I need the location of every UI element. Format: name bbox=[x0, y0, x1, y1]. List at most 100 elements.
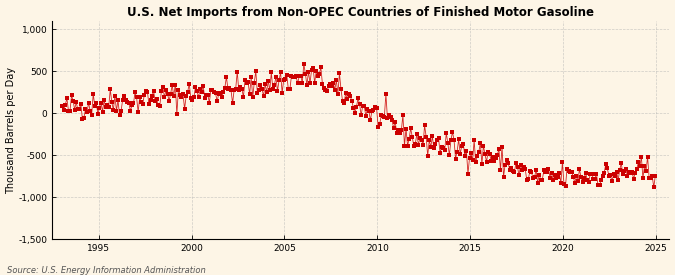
Point bbox=[230, 87, 241, 91]
Point bbox=[547, 178, 558, 182]
Point bbox=[236, 87, 247, 91]
Point bbox=[331, 78, 342, 82]
Point bbox=[76, 102, 86, 106]
Point bbox=[393, 128, 404, 133]
Point bbox=[148, 89, 159, 93]
Point bbox=[416, 138, 427, 142]
Point bbox=[602, 166, 613, 171]
Point bbox=[468, 138, 479, 142]
Point bbox=[217, 94, 227, 99]
Point bbox=[558, 182, 569, 186]
Point bbox=[173, 87, 184, 92]
Point bbox=[162, 92, 173, 96]
Point bbox=[329, 87, 340, 92]
Point bbox=[119, 94, 130, 98]
Point bbox=[543, 166, 554, 171]
Point bbox=[303, 70, 314, 74]
Point bbox=[597, 174, 608, 178]
Point bbox=[498, 174, 509, 179]
Point bbox=[111, 108, 122, 113]
Point bbox=[161, 87, 171, 92]
Point bbox=[344, 91, 354, 96]
Point bbox=[446, 138, 456, 142]
Point bbox=[418, 143, 429, 147]
Point bbox=[649, 185, 659, 189]
Point bbox=[68, 99, 78, 103]
Point bbox=[310, 69, 321, 73]
Point bbox=[128, 101, 139, 106]
Point bbox=[551, 176, 562, 181]
Point bbox=[283, 87, 294, 91]
Point bbox=[430, 142, 441, 146]
Point bbox=[447, 130, 458, 134]
Point bbox=[322, 89, 333, 93]
Point bbox=[317, 81, 328, 86]
Point bbox=[122, 99, 133, 104]
Point bbox=[596, 178, 607, 182]
Point bbox=[159, 95, 170, 100]
Point bbox=[201, 93, 212, 97]
Point bbox=[381, 92, 392, 96]
Point bbox=[487, 155, 498, 159]
Point bbox=[588, 177, 599, 181]
Point bbox=[475, 141, 486, 145]
Point bbox=[335, 87, 346, 92]
Point bbox=[115, 109, 126, 113]
Point bbox=[102, 103, 113, 107]
Point bbox=[574, 167, 585, 171]
Point bbox=[89, 103, 100, 108]
Point bbox=[514, 173, 524, 178]
Point bbox=[291, 74, 302, 78]
Point bbox=[345, 94, 356, 98]
Point bbox=[637, 176, 648, 180]
Point bbox=[650, 174, 661, 178]
Point bbox=[429, 146, 439, 151]
Point bbox=[410, 142, 421, 146]
Point bbox=[207, 88, 218, 92]
Point bbox=[130, 90, 140, 95]
Point bbox=[133, 110, 144, 114]
Point bbox=[368, 108, 379, 112]
Point bbox=[645, 176, 656, 180]
Point bbox=[328, 81, 339, 85]
Point bbox=[477, 162, 487, 166]
Point bbox=[179, 107, 190, 111]
Point bbox=[94, 105, 105, 110]
Point bbox=[188, 95, 199, 100]
Point bbox=[235, 84, 246, 89]
Point bbox=[175, 92, 186, 97]
Point bbox=[167, 83, 178, 87]
Point bbox=[155, 104, 165, 108]
Point bbox=[549, 173, 560, 177]
Point bbox=[85, 109, 96, 113]
Point bbox=[385, 115, 396, 120]
Point bbox=[616, 161, 626, 165]
Point bbox=[405, 126, 416, 131]
Point bbox=[113, 98, 124, 102]
Point bbox=[80, 107, 91, 111]
Point bbox=[424, 138, 435, 143]
Point bbox=[593, 183, 603, 188]
Point bbox=[164, 99, 175, 103]
Point bbox=[388, 126, 399, 130]
Point bbox=[520, 167, 531, 171]
Point bbox=[619, 169, 630, 173]
Point bbox=[77, 117, 88, 121]
Point bbox=[436, 145, 447, 149]
Point bbox=[562, 166, 572, 171]
Point bbox=[634, 164, 645, 168]
Point bbox=[508, 169, 518, 173]
Point bbox=[300, 72, 310, 76]
Point bbox=[626, 170, 637, 175]
Point bbox=[357, 104, 368, 108]
Point bbox=[304, 81, 315, 85]
Point bbox=[608, 172, 619, 177]
Point bbox=[144, 102, 155, 107]
Point bbox=[234, 88, 244, 93]
Point bbox=[493, 147, 504, 151]
Point bbox=[560, 183, 571, 188]
Point bbox=[204, 100, 215, 105]
Point bbox=[109, 94, 120, 98]
Point bbox=[531, 167, 541, 172]
Point bbox=[126, 103, 137, 108]
